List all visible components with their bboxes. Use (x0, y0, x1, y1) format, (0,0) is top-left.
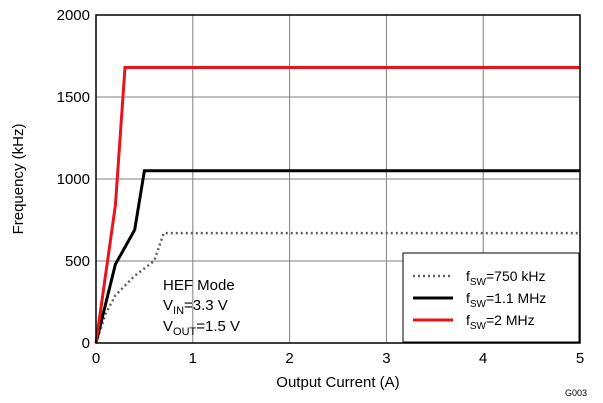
series-line-2 (94, 169, 580, 344)
legend-subscript: SW (470, 299, 487, 310)
figure-code: G003 (565, 388, 587, 398)
series-line-3 (94, 66, 580, 344)
vin-annotation: VIN=3.3 V (163, 297, 228, 317)
vout-annotation: VOUT=1.5 V (163, 318, 240, 338)
x-axis-title: Output Current (A) (276, 374, 399, 391)
vin-value: =3.3 V (184, 297, 228, 314)
legend-label-2: fSW=1.1 MHz (466, 290, 546, 310)
vin-subscript: IN (173, 305, 184, 317)
legend-value: =750 kHz (486, 268, 546, 284)
vout-symbol: V (163, 318, 173, 335)
y-tick-label: 1500 (57, 89, 90, 106)
y-axis-title: Frequency (kHz) (10, 124, 27, 235)
legend-subscript: SW (470, 277, 487, 288)
vout-subscript: OUT (173, 326, 197, 338)
x-tick-label: 5 (576, 350, 584, 367)
x-tick-label: 0 (92, 350, 100, 367)
y-tick-label: 1000 (57, 171, 90, 188)
legend-label-3: fSW=2 MHz (466, 312, 535, 332)
y-tick-label: 500 (65, 253, 90, 270)
x-tick-label: 2 (285, 350, 293, 367)
mode-annotation: HEF Mode (163, 277, 235, 294)
x-tick-label: 1 (189, 350, 197, 367)
annotation-block: HEF Mode VIN=3.3 V VOUT=1.5 V (163, 277, 240, 338)
x-tick-label: 3 (382, 350, 390, 367)
legend-label-1: fSW=750 kHz (466, 268, 546, 288)
legend-value: =1.1 MHz (486, 290, 546, 306)
legend-value: =2 MHz (486, 312, 535, 328)
vout-value: =1.5 V (196, 318, 240, 335)
x-tick-label: 4 (479, 350, 487, 367)
series-lines (94, 66, 580, 344)
legend-symbol: f (466, 268, 470, 284)
legend-subscript: SW (470, 321, 487, 332)
legend-symbol: f (466, 312, 470, 328)
y-tick-label: 2000 (57, 7, 90, 24)
legend-symbol: f (466, 290, 470, 306)
plot-frame (95, 14, 581, 344)
tick-labels: 0 1 2 3 4 5 0 500 1000 1500 2000 (57, 7, 585, 367)
y-tick-label: 0 (82, 335, 90, 352)
vin-symbol: V (163, 297, 173, 314)
